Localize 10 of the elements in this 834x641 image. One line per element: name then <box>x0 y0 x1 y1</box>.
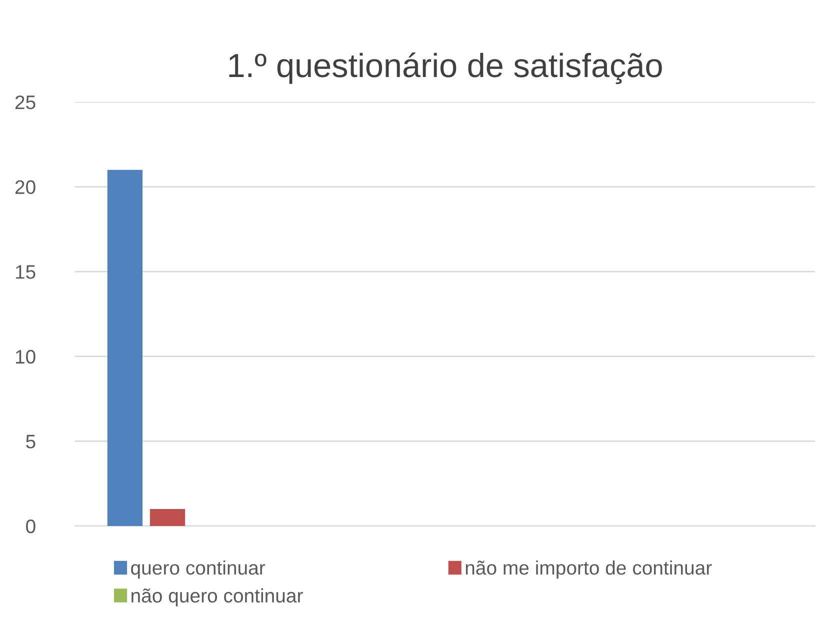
y-tick-label: 15 <box>16 265 36 279</box>
legend-label: não quero continuar <box>132 588 303 606</box>
y-tick-label: 25 <box>15 95 36 110</box>
y-tick-label: 5 <box>26 434 36 448</box>
chart-title: 1.º questionário de satisfação <box>229 52 662 84</box>
y-tick-label: 0 <box>26 519 36 534</box>
y-tick-label: 20 <box>15 180 36 194</box>
legend-label: não me importo de continuar <box>466 560 712 579</box>
legend-label: quero continuar <box>131 560 266 579</box>
y-tick-label: 10 <box>16 350 36 364</box>
